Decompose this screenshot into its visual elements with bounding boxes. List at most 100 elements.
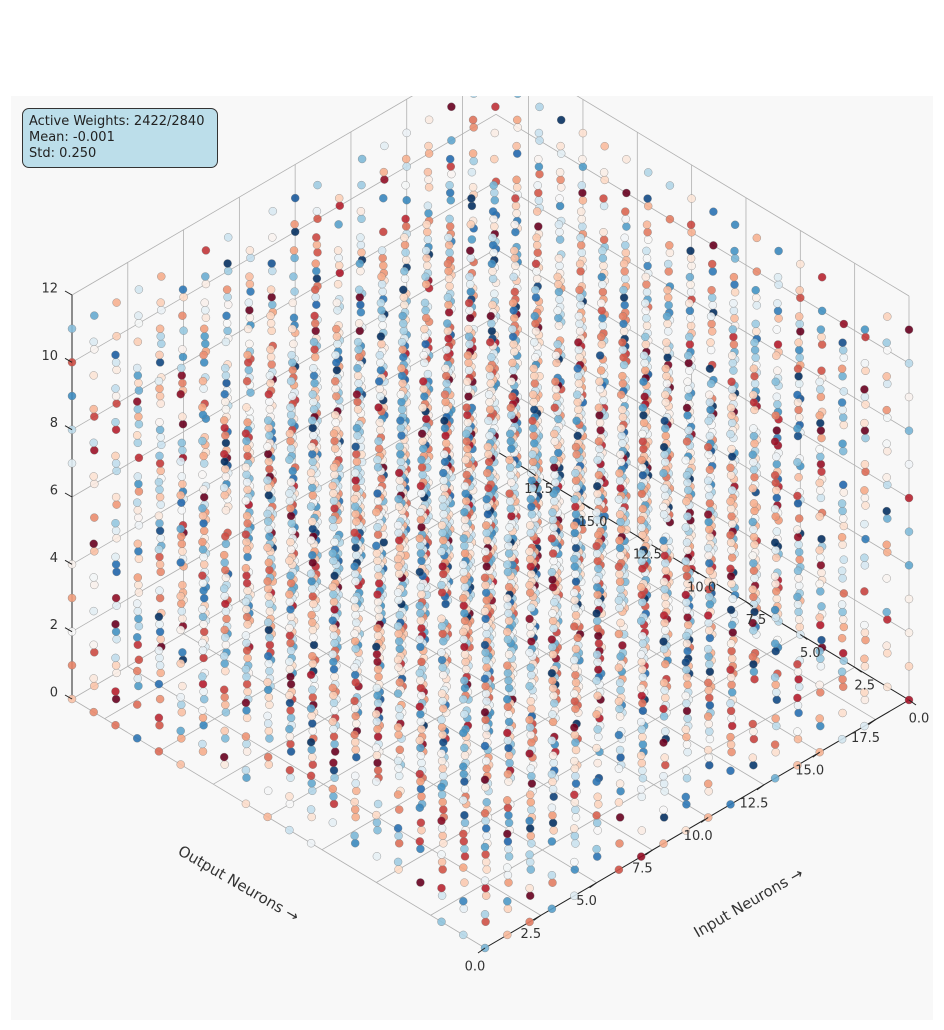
data-point xyxy=(350,629,359,638)
data-point xyxy=(437,883,446,893)
data-point xyxy=(200,459,209,468)
data-point xyxy=(637,455,646,465)
data-point xyxy=(904,628,914,637)
data-point xyxy=(860,460,870,469)
data-point xyxy=(504,549,514,558)
data-point xyxy=(482,655,491,665)
data-point xyxy=(373,725,382,734)
data-point xyxy=(306,670,316,679)
data-point xyxy=(550,403,559,412)
data-point xyxy=(400,240,410,250)
data-point xyxy=(638,774,648,783)
data-point xyxy=(528,457,538,467)
data-point xyxy=(554,287,564,297)
data-point xyxy=(466,280,475,289)
data-point xyxy=(534,155,543,164)
data-point xyxy=(482,831,491,841)
data-point xyxy=(154,477,164,487)
data-point xyxy=(596,426,605,435)
data-point xyxy=(641,340,650,349)
data-point xyxy=(268,266,277,276)
data-point xyxy=(331,444,340,453)
data-point xyxy=(221,539,231,549)
data-point xyxy=(482,521,491,530)
data-point xyxy=(771,512,780,521)
data-point xyxy=(111,593,121,603)
data-point xyxy=(883,682,892,692)
data-point xyxy=(705,499,715,508)
y-tick-label: 0.0 xyxy=(909,712,930,727)
data-point xyxy=(883,480,892,490)
data-point xyxy=(89,606,98,616)
data-point xyxy=(638,766,647,775)
data-point xyxy=(90,681,99,691)
data-point xyxy=(682,699,691,708)
data-point xyxy=(816,620,825,630)
data-point xyxy=(353,337,363,347)
data-point xyxy=(221,472,231,481)
data-point xyxy=(615,536,624,545)
data-point xyxy=(615,570,624,579)
data-point xyxy=(397,337,407,347)
data-point xyxy=(553,272,562,282)
data-point xyxy=(838,405,847,415)
data-point xyxy=(438,629,447,638)
data-point xyxy=(415,567,424,577)
data-point xyxy=(861,433,870,443)
data-point xyxy=(727,579,736,588)
data-point xyxy=(285,799,295,809)
data-point xyxy=(157,272,166,281)
data-point xyxy=(424,175,433,184)
data-point xyxy=(614,562,624,571)
data-point xyxy=(393,790,403,799)
data-point xyxy=(306,805,316,814)
data-point xyxy=(328,650,337,659)
data-point xyxy=(312,300,321,309)
data-point xyxy=(595,444,604,454)
data-point xyxy=(639,411,648,420)
data-point xyxy=(482,824,491,833)
data-point xyxy=(415,668,424,678)
data-point xyxy=(618,405,627,414)
data-point xyxy=(684,392,693,401)
data-point xyxy=(329,496,339,506)
data-point xyxy=(795,319,804,329)
data-point xyxy=(155,661,165,670)
data-point xyxy=(111,384,120,393)
data-point xyxy=(839,447,848,456)
data-point xyxy=(311,285,320,294)
data-point xyxy=(329,732,339,741)
data-point xyxy=(771,478,780,487)
data-point xyxy=(554,321,564,330)
data-point xyxy=(265,371,275,380)
data-point xyxy=(708,267,717,276)
data-point xyxy=(577,207,586,216)
data-point xyxy=(638,463,647,472)
data-point xyxy=(445,181,454,190)
data-point xyxy=(198,605,207,614)
data-point xyxy=(330,773,339,782)
data-point xyxy=(486,379,495,388)
data-point xyxy=(395,745,404,754)
data-point xyxy=(223,259,232,268)
data-point xyxy=(748,753,757,762)
data-point xyxy=(156,500,165,509)
data-point xyxy=(267,293,276,302)
data-point xyxy=(681,691,690,701)
data-point xyxy=(437,917,446,926)
data-point xyxy=(464,366,474,375)
data-point xyxy=(729,340,739,349)
data-point xyxy=(682,538,692,547)
data-point xyxy=(480,910,490,919)
data-point xyxy=(416,878,425,887)
data-point xyxy=(199,721,208,730)
data-point xyxy=(526,495,535,504)
data-point xyxy=(795,622,804,632)
data-point xyxy=(578,128,588,138)
data-point xyxy=(619,293,629,302)
data-point xyxy=(618,345,628,355)
data-point xyxy=(353,364,362,373)
data-point xyxy=(638,598,647,607)
data-point xyxy=(443,326,453,336)
data-point xyxy=(532,267,541,276)
